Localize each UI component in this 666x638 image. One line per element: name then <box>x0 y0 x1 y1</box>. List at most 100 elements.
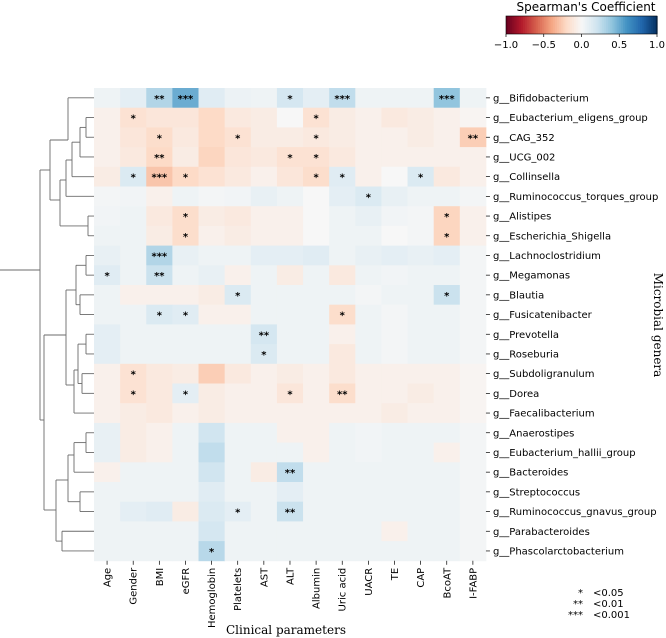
heatmap-cell <box>250 541 278 562</box>
heatmap-cell <box>329 166 356 187</box>
colorbar-segment <box>534 16 537 34</box>
heatmap-cell <box>303 344 330 365</box>
colorbar-segment <box>547 16 551 34</box>
significance-mark: * <box>131 370 137 381</box>
row-label: g__Bacteroides <box>493 468 568 479</box>
row-label: g__Eubacterium_eligens_group <box>493 113 648 124</box>
legend-symbol: *** <box>568 610 583 621</box>
heatmap-cell <box>433 324 461 345</box>
significance-mark: ** <box>468 133 479 144</box>
significance-mark: * <box>209 547 215 558</box>
heatmap-cell <box>355 107 382 128</box>
heatmap-cell <box>172 383 199 404</box>
heatmap-cell <box>329 186 356 207</box>
heatmap-cell <box>407 541 435 562</box>
heatmap-cell <box>355 442 382 463</box>
column-label: Hemoglobin <box>207 568 218 628</box>
colorbar-segment <box>604 16 607 34</box>
heatmap-cell <box>329 501 356 522</box>
column-label: I-FABP <box>468 568 479 599</box>
colorbar-segment <box>638 16 641 34</box>
heatmap-cell <box>198 403 226 424</box>
heatmap-cell <box>276 422 304 443</box>
colorbar-segment <box>553 16 556 34</box>
colorbar-segment <box>589 16 592 34</box>
heatmap-cell <box>407 521 435 542</box>
significance-mark: * <box>183 232 189 243</box>
heatmap-cell <box>146 88 173 109</box>
row-label: g__Streptococcus <box>493 487 580 498</box>
heatmap-cell <box>224 462 252 483</box>
heatmap-cell <box>433 186 461 207</box>
colorbar-segment <box>581 16 584 34</box>
significance-mark: * <box>131 173 137 184</box>
heatmap-cell <box>146 344 173 365</box>
heatmap-cell <box>355 88 382 109</box>
heatmap-cell <box>407 225 435 246</box>
significance-mark: * <box>366 192 372 203</box>
heatmap-cell <box>250 225 278 246</box>
heatmap-cell <box>198 344 226 365</box>
row-label: g__Megamonas <box>493 271 570 282</box>
heatmap-cell <box>381 186 408 207</box>
significance-mark: * <box>287 153 293 164</box>
row-label: g__Eubacterium_hallii_group <box>493 448 636 459</box>
heatmap-cell <box>94 88 121 109</box>
heatmap-cell <box>198 363 226 384</box>
heatmap-cell <box>172 147 199 168</box>
heatmap-cell <box>355 206 382 227</box>
colorbar-segment <box>536 16 539 34</box>
heatmap-cell <box>303 107 330 128</box>
heatmap-cell <box>198 482 226 503</box>
heatmap-cell <box>94 166 121 187</box>
heatmap-cell <box>224 304 252 325</box>
legend-symbol: * <box>578 588 583 599</box>
heatmap-cell <box>355 265 382 286</box>
heatmap-cell <box>224 501 252 522</box>
heatmap-cell <box>329 304 356 325</box>
row-label: g__Blautia <box>493 290 544 301</box>
significance-mark: * <box>183 212 189 223</box>
significance-mark: * <box>157 311 163 322</box>
heatmap-cell <box>303 127 330 148</box>
significance-mark: ** <box>337 389 348 400</box>
heatmap-cell <box>172 225 199 246</box>
significance-mark: *** <box>151 173 167 184</box>
heatmap-cell <box>250 344 278 365</box>
column-label: UACR <box>364 568 375 596</box>
heatmap-cell <box>172 206 199 227</box>
column-label: BcoAT <box>442 567 453 599</box>
heatmap-cell <box>303 422 330 443</box>
heatmap-cell <box>224 521 252 542</box>
significance-legend: * <0.05 ** <0.01 *** <0.001 <box>568 588 630 621</box>
colorbar-segment <box>568 16 571 34</box>
heatmap-cell <box>303 147 330 168</box>
heatmap-cell <box>94 186 121 207</box>
heatmap-cell <box>407 304 435 325</box>
heatmap-cell <box>224 383 252 404</box>
heatmap-cell <box>276 147 304 168</box>
heatmap-cell <box>198 225 226 246</box>
colorbar-segment <box>579 16 583 34</box>
heatmap-cell <box>355 462 382 483</box>
heatmap-cell <box>433 265 461 286</box>
heatmap-cell <box>198 107 226 128</box>
row-label: g__CAG_352 <box>493 133 555 144</box>
significance-mark: * <box>444 212 450 223</box>
heatmap-cell <box>172 344 199 365</box>
heatmap-cell <box>459 462 487 483</box>
heatmap-cell <box>198 186 226 207</box>
heatmap-cell <box>94 285 121 306</box>
heatmap-cell <box>146 403 173 424</box>
y-axis-label: Microbial genera <box>651 273 665 378</box>
heatmap-cell <box>329 521 356 542</box>
x-axis-label: Clinical parameters <box>226 623 346 637</box>
column-label: AST <box>259 567 270 587</box>
heatmap-cell <box>329 482 356 503</box>
colorbar-segment <box>530 16 534 34</box>
heatmap-cell <box>459 88 487 109</box>
heatmap-cell <box>120 304 147 325</box>
colorbar-segment <box>562 16 566 34</box>
colorbar-segment <box>632 16 635 34</box>
